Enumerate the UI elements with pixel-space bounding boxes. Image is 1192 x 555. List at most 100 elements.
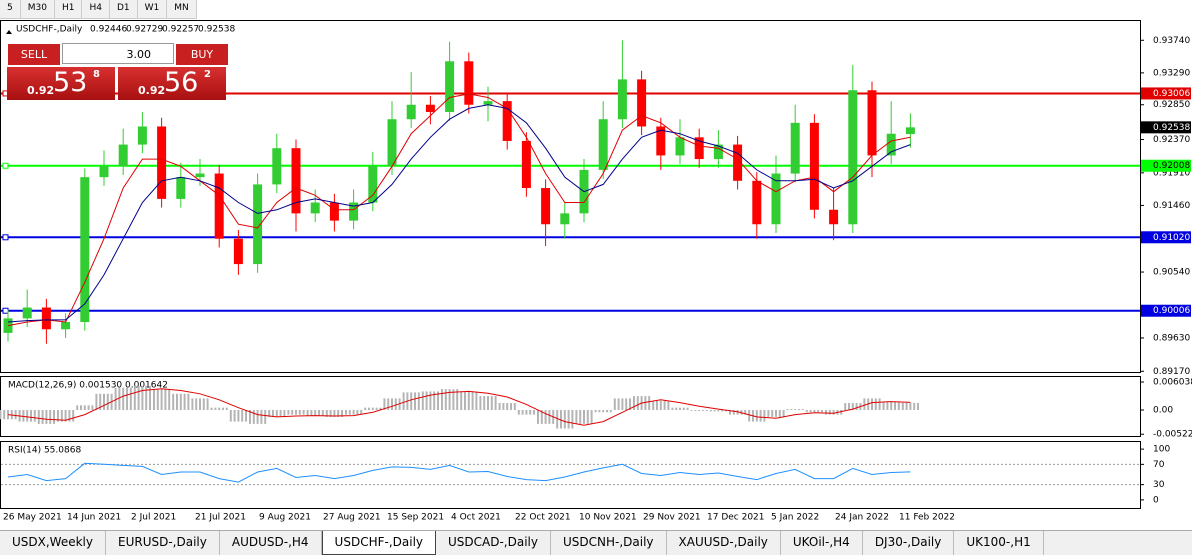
chart-tab[interactable]: USDCNH-,Daily — [551, 531, 667, 555]
candle-body — [118, 144, 128, 167]
y-tick-label: 0 — [1153, 495, 1159, 505]
timeframe-button[interactable]: W1 — [138, 0, 168, 18]
y-tick-label: 0.92850 — [1153, 100, 1190, 110]
chart-tabs: USDX,Weekly EURUSD-,Daily AUDUSD-,H4 USDCHF… — [0, 530, 1192, 555]
level-price-box — [1141, 231, 1191, 244]
chart-tab[interactable]: UKOil-,H4 — [781, 531, 863, 555]
x-tick-label: 4 Oct 2021 — [451, 513, 501, 523]
y-tick-label: 0.89170 — [1153, 367, 1190, 377]
timeframe-button[interactable]: M30 — [21, 0, 55, 18]
candle-body — [233, 238, 243, 265]
chart-tab[interactable]: UK100-,H1 — [954, 531, 1044, 555]
candle-body — [214, 173, 224, 239]
x-tick-label: 11 Feb 2022 — [899, 513, 955, 523]
panel-title: RSI(14) 55.0868 — [8, 446, 81, 456]
timeframe-button[interactable]: H4 — [82, 0, 110, 18]
timeframe-button[interactable]: MN — [167, 0, 197, 18]
chart-tab[interactable]: XAUUSD-,Daily — [667, 531, 781, 555]
price-sup: 8 — [93, 69, 100, 80]
y-tick-label: 0.006038 — [1153, 377, 1192, 387]
candle-body — [521, 140, 531, 189]
candle-body — [157, 126, 167, 199]
panel-frame — [0, 441, 1141, 509]
y-tick-label: 0.89630 — [1153, 333, 1190, 343]
chart-tab[interactable]: AUDUSD-,H4 — [220, 531, 322, 555]
sell-button[interactable]: SELL — [7, 43, 61, 66]
x-tick-label: 21 Jul 2021 — [195, 513, 246, 523]
candle-body — [329, 202, 339, 221]
x-tick-label: 15 Sep 2021 — [387, 513, 444, 523]
panel-frame — [0, 376, 1141, 437]
chart-tab[interactable]: EURUSD-,Daily — [106, 531, 220, 555]
price-prefix: 0.92 — [138, 84, 166, 97]
candle-body — [886, 133, 896, 156]
candle-body — [713, 144, 723, 160]
candle-body — [406, 104, 416, 120]
level-price-label: 0.92008 — [1153, 161, 1190, 171]
y-tick-label: 0.90540 — [1153, 268, 1190, 278]
chart-tab[interactable]: DJ30-,Daily — [863, 531, 955, 555]
candle-body — [61, 322, 71, 330]
chart-tab[interactable]: USDX,Weekly — [0, 531, 106, 555]
x-tick-label: 26 May 2021 — [3, 513, 62, 523]
candle-body — [905, 127, 915, 135]
y-tick-label: 0.93290 — [1153, 68, 1190, 78]
candle-body — [464, 61, 474, 105]
x-tick-label: 24 Jan 2022 — [835, 513, 889, 523]
y-tick-label: 0.91460 — [1153, 201, 1190, 211]
candle-body — [137, 126, 147, 145]
timeframe-button[interactable]: H1 — [55, 0, 83, 18]
y-tick-label: 30 — [1153, 480, 1165, 490]
candle-body — [502, 101, 512, 141]
quote-value: 0.92729 — [126, 25, 163, 35]
candle-body — [368, 166, 378, 203]
x-tick-label: 14 Jun 2021 — [67, 513, 121, 523]
candle-body — [22, 307, 32, 319]
buy-price[interactable]: 0.92 56 2 — [118, 67, 226, 100]
price-prefix: 0.92 — [27, 84, 55, 97]
candle-body — [560, 213, 570, 225]
candle-body — [752, 180, 762, 225]
candle-body — [80, 177, 90, 323]
candle-body — [272, 148, 282, 185]
lot-input[interactable]: 3.00 — [62, 43, 174, 64]
candle-body — [637, 79, 647, 127]
level-price-box — [1141, 87, 1191, 100]
sell-price[interactable]: 0.92 53 8 — [7, 67, 115, 100]
x-tick-label: 5 Jan 2022 — [771, 513, 819, 523]
candle-body — [598, 119, 608, 170]
candle-body — [41, 307, 51, 330]
chart-tab[interactable]: USDCHF-,Daily — [321, 531, 436, 555]
y-tick-label: 0.00 — [1153, 405, 1173, 415]
candle-body — [291, 148, 301, 214]
timeframe-button[interactable]: 5 — [0, 0, 21, 18]
candle-body — [176, 177, 186, 199]
macd-signal — [7, 388, 911, 426]
y-tick-label: 0.91910 — [1153, 168, 1190, 178]
candle-body — [790, 122, 800, 174]
x-tick-label: 27 Aug 2021 — [323, 513, 381, 523]
candle-body — [483, 101, 493, 105]
candle-body — [445, 61, 455, 112]
candle-body — [99, 166, 109, 178]
timeframe-button[interactable]: D1 — [110, 0, 138, 18]
moving-average — [7, 104, 911, 323]
candle-body — [829, 209, 839, 225]
candle-body — [771, 173, 781, 225]
level-handle — [2, 162, 9, 169]
chart-tab[interactable]: USDCAD-,Daily — [436, 531, 551, 555]
header-arrow — [6, 30, 12, 34]
panel-frame — [0, 20, 1141, 373]
candle-body — [617, 79, 627, 120]
candle-body — [3, 318, 13, 333]
candle-body — [694, 137, 704, 160]
price-sup: 2 — [204, 69, 211, 80]
candle-body — [541, 188, 551, 225]
quote-value: 0.92257 — [162, 25, 199, 35]
x-tick-label: 22 Oct 2021 — [515, 513, 571, 523]
price-big: 56 — [164, 67, 199, 98]
x-tick-label: 10 Nov 2021 — [579, 513, 637, 523]
candle-body — [656, 126, 666, 156]
buy-button[interactable]: BUY — [175, 43, 229, 66]
candle-body — [349, 202, 359, 221]
